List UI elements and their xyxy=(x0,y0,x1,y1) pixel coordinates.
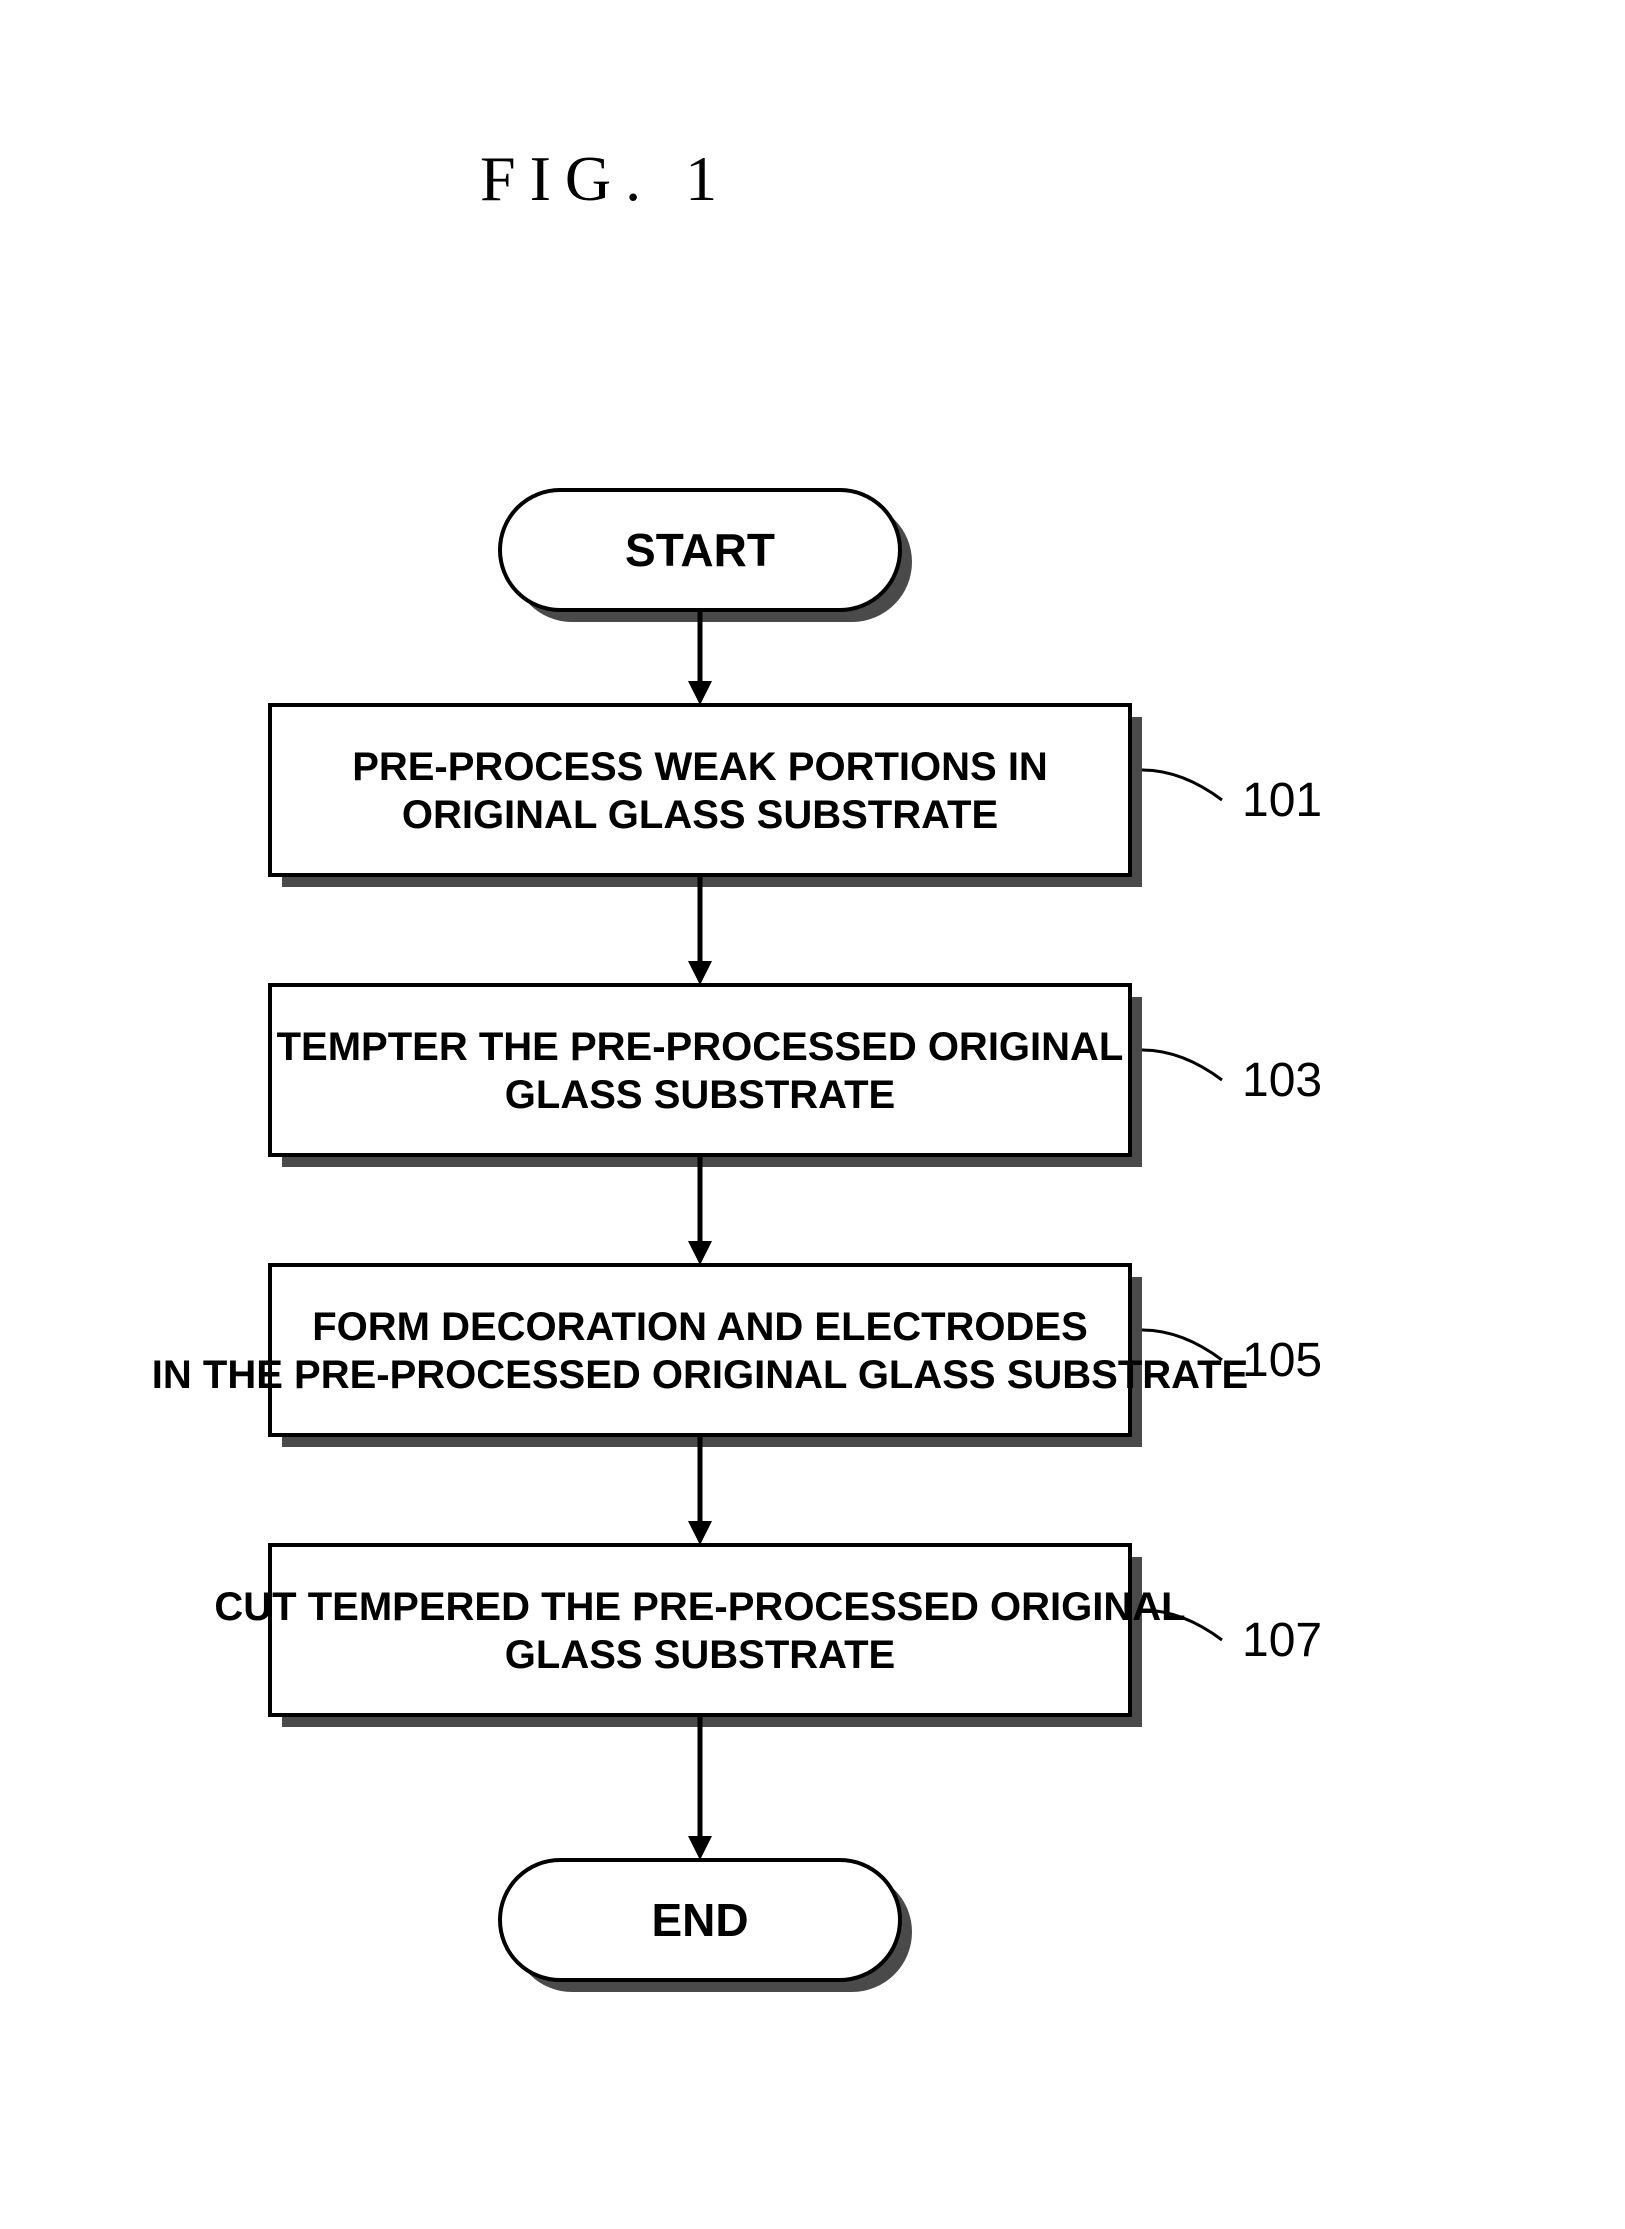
leader-101: 101 xyxy=(1142,770,1322,827)
arrow-107-to-end xyxy=(688,1715,712,1860)
svg-text:TEMPTER THE PRE-PROCESSED ORIG: TEMPTER THE PRE-PROCESSED ORIGINAL xyxy=(277,1025,1124,1069)
svg-text:START: START xyxy=(625,524,775,576)
svg-text:GLASS SUBSTRATE: GLASS SUBSTRATE xyxy=(505,1073,895,1117)
svg-text:PRE-PROCESS WEAK PORTIONS IN: PRE-PROCESS WEAK PORTIONS IN xyxy=(352,745,1048,789)
process-step-101: PRE-PROCESS WEAK PORTIONS INORIGINAL GLA… xyxy=(270,705,1142,887)
leader-107-label: 107 xyxy=(1242,1614,1322,1667)
svg-text:CUT TEMPERED THE PRE-PROCESSED: CUT TEMPERED THE PRE-PROCESSED ORIGINAL xyxy=(214,1585,1185,1629)
leader-103-label: 103 xyxy=(1242,1054,1322,1107)
process-step-107: CUT TEMPERED THE PRE-PROCESSED ORIGINALG… xyxy=(214,1545,1185,1727)
terminator-end: END xyxy=(500,1860,912,1992)
arrow-101-to-103 xyxy=(688,875,712,985)
svg-text:GLASS SUBSTRATE: GLASS SUBSTRATE xyxy=(505,1633,895,1677)
leader-101-label: 101 xyxy=(1242,774,1322,827)
svg-text:IN THE PRE-PROCESSED ORIGINAL: IN THE PRE-PROCESSED ORIGINAL GLASS SUBS… xyxy=(152,1353,1248,1397)
leader-105-label: 105 xyxy=(1242,1334,1322,1387)
figure-title: FIG. 1 xyxy=(480,143,731,214)
arrow-start-to-101 xyxy=(688,610,712,705)
leader-103: 103 xyxy=(1142,1050,1322,1107)
arrow-105-to-107 xyxy=(688,1435,712,1545)
svg-text:FORM DECORATION AND ELECTRODES: FORM DECORATION AND ELECTRODES xyxy=(312,1305,1088,1349)
svg-text:ORIGINAL GLASS SUBSTRATE: ORIGINAL GLASS SUBSTRATE xyxy=(402,793,998,837)
terminator-start: START xyxy=(500,490,912,622)
process-step-105: FORM DECORATION AND ELECTRODESIN THE PRE… xyxy=(152,1265,1248,1447)
process-step-103: TEMPTER THE PRE-PROCESSED ORIGINALGLASS … xyxy=(270,985,1142,1167)
arrow-103-to-105 xyxy=(688,1155,712,1265)
svg-text:END: END xyxy=(651,1894,748,1946)
